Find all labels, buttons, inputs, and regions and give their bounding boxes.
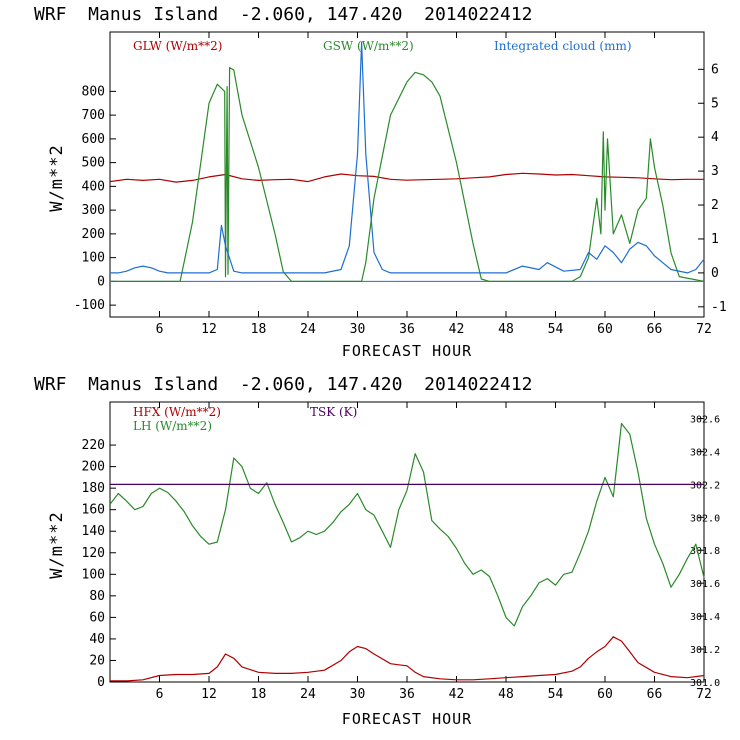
top-y-tick-label: 600	[82, 132, 105, 147]
bottom-x-tick-label: 6	[156, 687, 164, 702]
top-x-tick-label: 12	[201, 322, 217, 337]
top-y2-tick-label: -1	[711, 300, 727, 315]
top-x-tick-label: 24	[300, 322, 316, 337]
bottom-y-tick-label: 60	[89, 610, 105, 625]
legend-hfx: HFX (W/m**2)	[133, 405, 221, 419]
top-x-tick-label: 66	[647, 322, 663, 337]
top-x-tick-label: 60	[597, 322, 613, 337]
top-series-integrated	[110, 41, 705, 274]
top-y-tick-label: 0	[97, 274, 105, 289]
legend-cloud: Integrated cloud (mm)	[494, 39, 632, 53]
bottom-y2-tick-label: 301.0	[690, 678, 720, 689]
bottom-x-axis-label: FORECAST HOUR	[342, 710, 472, 728]
bottom-x-tick-label: 12	[201, 687, 217, 702]
top-y-tick-label: 200	[82, 227, 105, 242]
top-series-gsw	[110, 66, 705, 282]
top-x-tick-label: 6	[156, 322, 164, 337]
legend-gsw: GSW (W/m**2)	[323, 39, 414, 53]
top-y-tick-label: 700	[82, 108, 105, 123]
top-y2-tick-label: 0	[711, 266, 719, 281]
top-x-axis-label: FORECAST HOUR	[342, 342, 472, 360]
bottom-series-hfx	[110, 636, 705, 682]
top-y2-tick-label: 5	[711, 96, 719, 111]
bottom-x-tick-label: 24	[300, 687, 316, 702]
bottom-chart-title: WRF Manus Island -2.060, 147.420 2014022…	[34, 374, 533, 395]
top-x-tick-label: 72	[696, 322, 712, 337]
top-y-tick-label: 100	[82, 251, 105, 266]
bottom-x-tick-label: 30	[350, 687, 366, 702]
bottom-y-tick-label: 160	[82, 503, 105, 518]
bottom-y2-tick-label: 302.4	[690, 447, 720, 458]
top-y-tick-label: 500	[82, 156, 105, 171]
bottom-x-tick-label: 42	[449, 687, 465, 702]
top-panel: WRF Manus Island -2.060, 147.420 2014022…	[34, 4, 727, 360]
bottom-y-tick-label: 20	[89, 653, 105, 668]
bottom-y2-tick-label: 301.8	[690, 546, 720, 557]
top-x-tick-label: 30	[350, 322, 366, 337]
bottom-y-tick-label: 80	[89, 589, 105, 604]
top-x-tick-label: 18	[251, 322, 267, 337]
top-y-axis-label: W/m**2	[47, 144, 67, 211]
bottom-y-tick-label: 140	[82, 524, 105, 539]
top-x-tick-label: 48	[498, 322, 514, 337]
top-x-tick-label: 54	[548, 322, 564, 337]
bottom-y2-tick-label: 301.4	[690, 612, 720, 623]
bottom-y2-tick-label: 301.2	[690, 645, 720, 656]
bottom-y-tick-label: 40	[89, 632, 105, 647]
bottom-y-tick-label: 120	[82, 546, 105, 561]
top-y2-tick-label: 4	[711, 130, 719, 145]
bottom-x-tick-label: 18	[251, 687, 267, 702]
bottom-y-tick-label: 100	[82, 567, 105, 582]
bottom-y-axis-label: W/m**2	[47, 511, 67, 578]
top-y2-tick-label: 1	[711, 232, 719, 247]
bottom-y2-tick-label: 301.6	[690, 579, 720, 590]
legend-tsk: TSK (K)	[310, 405, 357, 419]
bottom-y-tick-label: 180	[82, 481, 105, 496]
top-x-tick-label: 42	[449, 322, 465, 337]
top-y2-tick-label: 3	[711, 164, 719, 179]
bottom-x-tick-label: 48	[498, 687, 514, 702]
bottom-y2-tick-label: 302.2	[690, 480, 720, 491]
bottom-x-tick-label: 72	[696, 687, 712, 702]
top-y-tick-label: 800	[82, 84, 105, 99]
bottom-y2-tick-label: 302.0	[690, 513, 720, 524]
top-y2-tick-label: 6	[711, 62, 719, 77]
legend-glw: GLW (W/m**2)	[133, 39, 222, 53]
bottom-series-lh	[109, 422, 705, 627]
top-y-tick-label: 400	[82, 179, 105, 194]
top-y2-tick-label: 2	[711, 198, 719, 213]
bottom-plot-frame	[109, 401, 705, 683]
bottom-y-tick-label: 220	[82, 438, 105, 453]
legend-lh: LH (W/m**2)	[133, 419, 212, 433]
top-x-tick-label: 36	[399, 322, 415, 337]
top-series-glw	[109, 172, 704, 183]
top-y-tick-label: 300	[82, 203, 105, 218]
top-y-tick-label: -100	[74, 298, 105, 313]
bottom-x-tick-label: 60	[597, 687, 613, 702]
bottom-x-tick-label: 36	[399, 687, 415, 702]
bottom-y2-tick-label: 302.6	[690, 414, 720, 425]
bottom-x-tick-label: 54	[548, 687, 564, 702]
top-chart-title: WRF Manus Island -2.060, 147.420 2014022…	[34, 4, 533, 25]
bottom-y-tick-label: 0	[97, 675, 105, 690]
bottom-x-tick-label: 66	[647, 687, 663, 702]
bottom-panel: WRF Manus Island -2.060, 147.420 2014022…	[34, 374, 720, 728]
bottom-y-tick-label: 200	[82, 460, 105, 475]
